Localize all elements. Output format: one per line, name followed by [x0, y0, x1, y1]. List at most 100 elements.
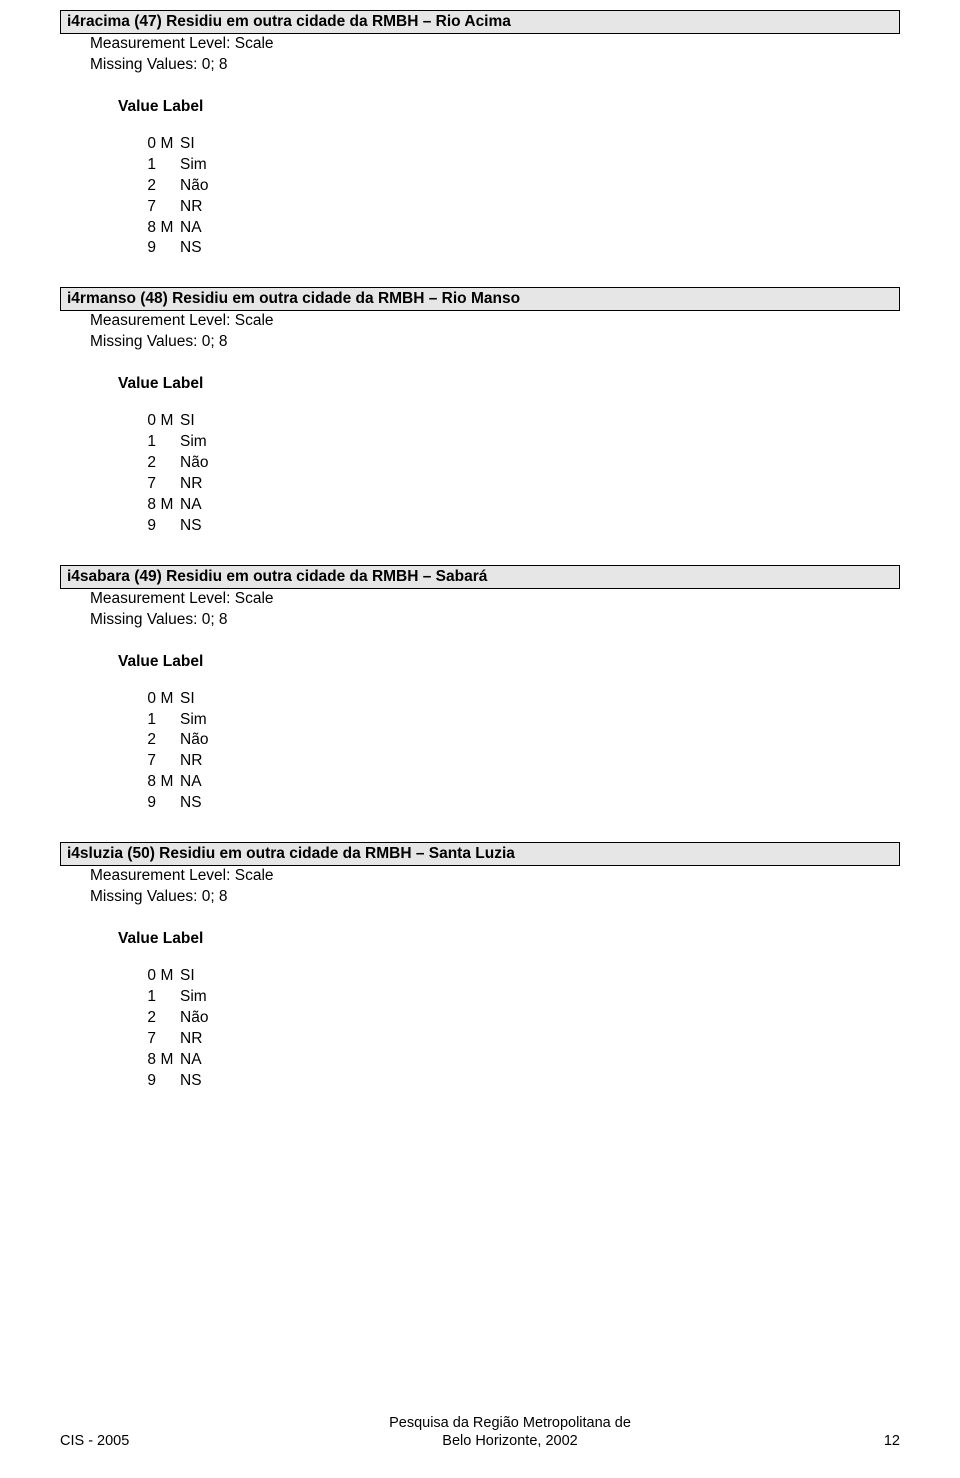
value-label: Sim: [178, 987, 207, 1008]
value-label: Sim: [178, 710, 207, 731]
value-code: 0: [134, 411, 156, 432]
value-flag: M: [156, 966, 178, 987]
measurement-level: Measurement Level: Scale: [60, 34, 900, 55]
footer-center-line2: Belo Horizonte, 2002: [180, 1432, 840, 1450]
value-flag: M: [156, 134, 178, 155]
value-row: 8MNA: [134, 218, 900, 239]
value-flag: [156, 987, 178, 1008]
value-row: 2 Não: [134, 453, 900, 474]
value-row: 9 NS: [134, 793, 900, 814]
value-label: NR: [178, 1029, 202, 1050]
value-label-header: Value Label: [60, 98, 900, 116]
value-label-header: Value Label: [60, 930, 900, 948]
value-row: 0MSI: [134, 966, 900, 987]
value-code: 0: [134, 689, 156, 710]
value-row: 2 Não: [134, 176, 900, 197]
value-label: Não: [178, 176, 208, 197]
value-code: 9: [134, 238, 156, 259]
value-label-header: Value Label: [60, 653, 900, 671]
value-flag: [156, 474, 178, 495]
value-label: NS: [178, 793, 202, 814]
missing-values: Missing Values: 0; 8: [60, 887, 900, 908]
footer-center-line1: Pesquisa da Região Metropolitana de: [180, 1414, 840, 1432]
value-label: NA: [178, 1050, 202, 1071]
variable-block: i4sluzia (50) Residiu em outra cidade da…: [60, 842, 900, 1091]
value-code: 7: [134, 751, 156, 772]
value-flag: [156, 710, 178, 731]
value-code: 8: [134, 218, 156, 239]
variable-title: i4racima (47) Residiu em outra cidade da…: [60, 10, 900, 34]
value-rows: 0MSI1Sim2Não7NR8MNA9NS: [60, 134, 900, 260]
value-label: SI: [178, 134, 195, 155]
value-label: NA: [178, 772, 202, 793]
variable-title: i4sabara (49) Residiu em outra cidade da…: [60, 565, 900, 589]
variable-block: i4rmanso (48) Residiu em outra cidade da…: [60, 287, 900, 536]
value-row: 7 NR: [134, 751, 900, 772]
value-flag: [156, 1008, 178, 1029]
value-code: 9: [134, 1071, 156, 1092]
missing-values: Missing Values: 0; 8: [60, 610, 900, 631]
value-flag: [156, 516, 178, 537]
page: i4racima (47) Residiu em outra cidade da…: [0, 0, 960, 1092]
value-row: 9NS: [134, 1071, 900, 1092]
value-code: 2: [134, 1008, 156, 1029]
value-label: Não: [178, 453, 208, 474]
value-row: 8MNA: [134, 1050, 900, 1071]
value-flag: [156, 176, 178, 197]
value-code: 7: [134, 474, 156, 495]
value-flag: [156, 751, 178, 772]
footer-center: Pesquisa da Região Metropolitana de Belo…: [180, 1414, 840, 1450]
value-label: SI: [178, 411, 195, 432]
variable-block: i4racima (47) Residiu em outra cidade da…: [60, 10, 900, 259]
value-flag: [156, 1071, 178, 1092]
value-row: 1Sim: [134, 710, 900, 731]
value-label: Não: [178, 1008, 208, 1029]
value-row: 1 Sim: [134, 987, 900, 1008]
value-row: 2 Não: [134, 730, 900, 751]
missing-values: Missing Values: 0; 8: [60, 55, 900, 76]
value-label: NA: [178, 495, 202, 516]
value-code: 2: [134, 453, 156, 474]
value-flag: M: [156, 495, 178, 516]
value-code: 9: [134, 793, 156, 814]
value-flag: [156, 197, 178, 218]
value-label: Não: [178, 730, 208, 751]
value-row: 1Sim: [134, 155, 900, 176]
variable-title: i4rmanso (48) Residiu em outra cidade da…: [60, 287, 900, 311]
value-code: 0: [134, 134, 156, 155]
value-row: 8MNA: [134, 772, 900, 793]
measurement-level: Measurement Level: Scale: [60, 589, 900, 610]
value-row: 7NR: [134, 1029, 900, 1050]
measurement-level: Measurement Level: Scale: [60, 311, 900, 332]
value-label: NR: [178, 751, 202, 772]
value-label: NR: [178, 474, 202, 495]
page-footer: CIS - 2005 Pesquisa da Região Metropolit…: [60, 1414, 900, 1450]
footer-page-number: 12: [840, 1432, 900, 1450]
value-code: 8: [134, 772, 156, 793]
value-flag: [156, 453, 178, 474]
value-code: 2: [134, 730, 156, 751]
value-row: 0MSI: [134, 689, 900, 710]
value-row: 0MSI: [134, 411, 900, 432]
measurement-level: Measurement Level: Scale: [60, 866, 900, 887]
value-flag: [156, 793, 178, 814]
value-code: 1: [134, 987, 156, 1008]
value-code: 1: [134, 432, 156, 453]
value-label: Sim: [178, 432, 207, 453]
value-code: 0: [134, 966, 156, 987]
variable-title: i4sluzia (50) Residiu em outra cidade da…: [60, 842, 900, 866]
value-flag: [156, 155, 178, 176]
value-label: NR: [178, 197, 202, 218]
variable-block: i4sabara (49) Residiu em outra cidade da…: [60, 565, 900, 814]
footer-left: CIS - 2005: [60, 1432, 180, 1450]
value-row: 7 NR: [134, 474, 900, 495]
value-label: NA: [178, 218, 202, 239]
value-label: Sim: [178, 155, 207, 176]
value-flag: [156, 1029, 178, 1050]
value-label-header: Value Label: [60, 375, 900, 393]
value-flag: M: [156, 772, 178, 793]
value-row: 1 Sim: [134, 432, 900, 453]
value-code: 2: [134, 176, 156, 197]
value-label: NS: [178, 516, 202, 537]
value-row: 9NS: [134, 238, 900, 259]
